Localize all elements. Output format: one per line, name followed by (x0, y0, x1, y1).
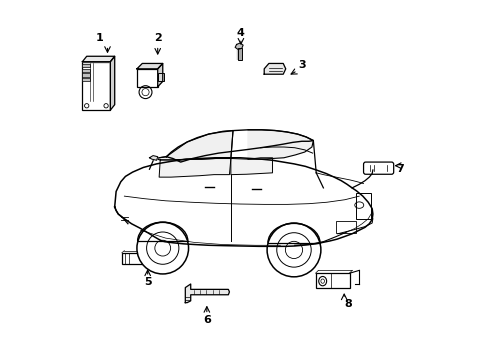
Polygon shape (154, 131, 233, 160)
Text: 6: 6 (203, 315, 210, 325)
Text: 3: 3 (298, 60, 305, 70)
Polygon shape (149, 156, 158, 160)
Polygon shape (82, 56, 115, 62)
Circle shape (137, 222, 188, 274)
Bar (315, 273, 349, 288)
Bar (82, 62, 110, 110)
Polygon shape (264, 63, 285, 74)
Bar (355, 193, 370, 220)
Text: 5: 5 (143, 277, 151, 287)
Polygon shape (235, 43, 243, 49)
Text: 7: 7 (396, 164, 404, 174)
Bar (82, 73, 89, 77)
Text: 2: 2 (154, 33, 162, 43)
Polygon shape (247, 130, 313, 159)
Polygon shape (110, 56, 115, 110)
Polygon shape (185, 284, 229, 303)
Text: 1: 1 (95, 33, 103, 43)
Bar (158, 73, 164, 81)
Bar (82, 64, 89, 67)
Polygon shape (137, 63, 163, 69)
Bar (82, 69, 89, 72)
Bar (122, 253, 154, 264)
Text: 4: 4 (237, 28, 244, 38)
Polygon shape (166, 130, 313, 162)
Circle shape (266, 223, 320, 277)
Polygon shape (158, 63, 163, 87)
Text: 8: 8 (344, 299, 352, 309)
Bar (137, 69, 158, 87)
Polygon shape (115, 158, 372, 246)
Bar (335, 221, 355, 233)
Polygon shape (230, 158, 272, 175)
Bar (82, 78, 89, 81)
Polygon shape (159, 158, 230, 177)
Bar (238, 48, 241, 60)
